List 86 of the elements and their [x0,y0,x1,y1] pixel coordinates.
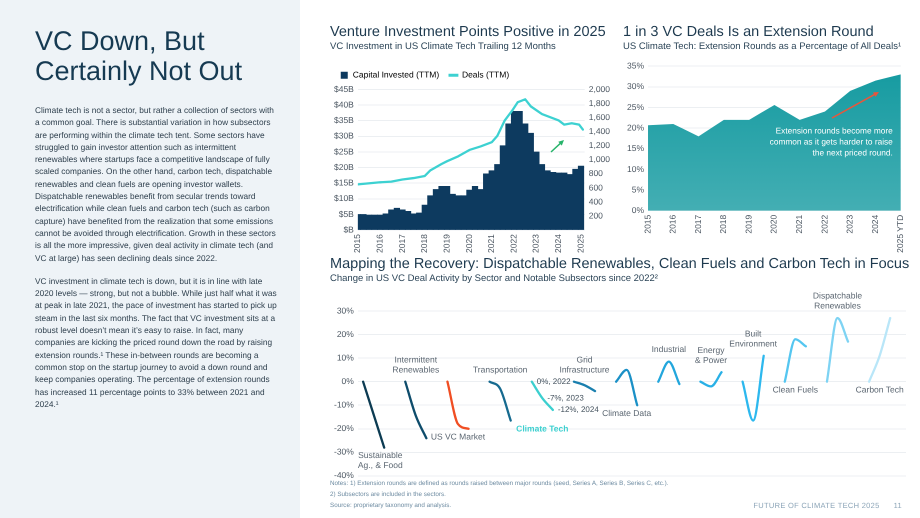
x-tick-label: 2017 [396,234,407,254]
y-tick-label: 0% [632,205,644,216]
y-tick-label: -40% [334,470,354,480]
series-label: Climate Data [602,408,652,418]
y-tick-label: 30% [336,305,354,316]
x-tick-label: 2022 [819,214,830,234]
y-tick-label: $25B [334,146,354,156]
y2-tick-label: 1,600 [588,112,610,122]
text: Climate tech is not a sector, but rather a collection of sectors with a common goal. There is substantial variation in how subsectors are performing within the climate tech tent. Some sectors have struggled to gain investor attention such as intermittent renewables where startups face a competitive landscape of fully scaled companies. On the other hand, carbon tech, dispatchable renewables and clean fuels are opening investor wallets. Dispatchable renewables benefit from secular trends toward electrification while clean fuels and carbon tech (such as carbon capture) have benefited from the realization that some emissions cannot be avoided through electrification. Growth in these sectors is all the more impressive, given deal activity in climate tech (and VC at large) has seen declining deals since 2022. [35,105,276,263]
x-tick-label: 2021 [794,214,804,234]
series-label: Carbon Tech [856,384,904,394]
y-tick-label: -10% [334,400,354,410]
chart-title: Venture Investment Points Positive in 2025 [330,24,607,41]
x-tick-label: 2021 [486,234,496,254]
data-label: -12%, 2024 [558,405,600,414]
chart-subtitle: US Climate Tech: Extension Rounds as a Percentage of All Deals¹ [623,41,902,53]
x-tick-label: 2015 [642,214,652,234]
x-tick-label: 2018 [419,234,430,254]
series-label: Built Environment [729,328,778,348]
text: Dispatchable Renewables [812,290,862,311]
y-tick-label: $5B [338,208,354,219]
y-tick-label: -30% [334,446,354,457]
text: VC Down, But Certainly Not Out [35,26,244,86]
x-tick-label: 2024 [553,234,564,254]
series-label: Industrial [652,344,686,354]
series-label: Sustainable Ag., & Food [358,450,403,470]
y-tick-label: $10B [334,193,354,204]
y-tick-label: $20B [334,162,354,172]
y-tick-label: 35% [626,60,644,70]
y-tick-label: 10% [626,164,644,174]
y-tick-label: $45B [334,84,354,94]
data-label: -7%, 2023 [547,393,584,402]
text: Climate Tech [516,424,568,434]
x-tick-label: 2016 [374,234,385,254]
x-tick-label: 2019 [441,234,452,254]
x-tick-label: 2016 [668,214,678,234]
series-label: Grid Infrastructure [559,354,610,374]
y-tick-label: 5% [632,184,644,194]
x-tick-label: 2020 [464,234,474,254]
data-label: 0%, 2022 [536,376,572,386]
y-tick-label: 0% [342,376,354,386]
x-tick-label: 2017 [692,214,703,234]
y-tick-label: 15% [626,143,644,154]
y2-tick-label: 1,200 [588,140,610,150]
y2-tick-label: 800 [588,168,604,178]
y-tick-label: 10% [336,352,354,362]
y-tick-label: $B [343,224,354,234]
y-tick-label: 30% [626,81,644,92]
series-label: Transportation [472,364,528,374]
y-tick-label: 20% [336,328,354,339]
y2-tick-label: 1,400 [588,126,610,136]
chart-title: Mapping the Recovery: Dispatchable Renewables, Clean Fuels and Carbon Tech in Focus [330,256,910,273]
annotation: Extension rounds become more common as it gets harder to raise the next priced round. [770,125,894,158]
chart-subtitle: VC Investment in US Climate Tech Trailing 12 Months [330,41,557,53]
x-tick-label: 2023 [844,214,855,234]
legend-label: Capital Invested (TTM) [352,70,440,80]
x-tick-label: 2025 [575,234,586,254]
x-tick-label: 2015 [352,234,362,254]
y2-tick-label: 200 [588,210,604,220]
x-tick-label: 2019 [743,214,754,234]
legend-label: Deals (TTM) [462,70,510,80]
y2-tick-label: 600 [588,182,604,192]
y-tick-label: $15B [334,178,354,188]
chart-subtitle: Change in US VC Deal Activity by Sector and Notable Subsectors since 2022² [330,273,659,285]
y2-tick-label: 1,000 [588,154,610,164]
y2-tick-label: 1,800 [588,98,610,108]
text: VC investment in climate tech is down, but it is in line with late 2020 levels — strong, but not a bubble. While just half what it was at peak in late 2021, the pace of investment has started to pick up steam in the last six months. The fact that VC investment sits at a robust level doesn’t mean it’s easy to raise. In fact, many companies are kicking the priced round down the road by raising extension rounds.¹ These in-between rounds are becoming a common stop on the startup journey to avoid a down round and keep companies operating. The percentage of extension rounds has increased 11 percentage points to 33% between 2021 and 2024.¹ [35,276,277,409]
x-tick-label: 2020 [768,214,779,234]
y2-tick-label: 400 [588,196,604,206]
y2-tick-label: 2,000 [588,84,610,94]
x-tick-label: 2025 YTD [895,214,906,253]
y-tick-label: $40B [334,99,354,110]
y-tick-label: $30B [334,130,354,141]
y-tick-label: 20% [626,122,644,132]
x-tick-label: 2024 [870,214,880,234]
y-tick-label: $35B [334,115,354,126]
series-label: Energy & Power [694,344,728,365]
chart-title: 1 in 3 VC Deals Is an Extension Round [623,24,875,41]
series-label: US VC Market [430,431,486,442]
x-tick-label: 2023 [530,234,541,254]
series-label: Intermittent Renewables [392,354,440,374]
x-tick-label: 2022 [508,234,518,254]
y-tick-label: -20% [334,423,354,434]
series-label: Clean Fuels [772,384,818,394]
x-tick-label: 2018 [718,214,728,234]
y-tick-label: 25% [626,102,644,112]
